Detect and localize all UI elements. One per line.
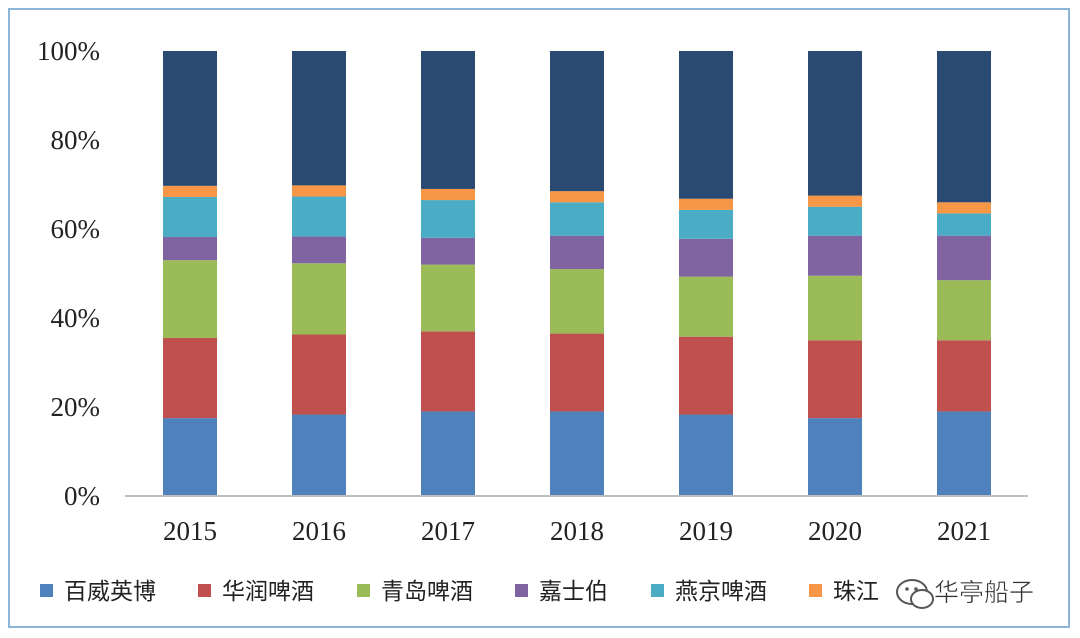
bar-segment-2018-珠江啤酒	[550, 191, 604, 203]
bar-segment-2018-华润啤酒	[550, 333, 604, 412]
bar-segment-2015-珠江啤酒	[163, 185, 217, 197]
y-tick-label: 0%	[64, 481, 100, 511]
bar-segment-2018-嘉士伯	[550, 235, 604, 270]
bar-segment-2018-青岛啤酒	[550, 269, 604, 334]
bar-segment-2020-other-6	[808, 51, 862, 196]
x-tick-label: 2019	[679, 516, 733, 546]
bar-segment-2015-百威英博	[163, 418, 217, 496]
bar-segment-2016-珠江啤酒	[292, 185, 346, 197]
bar-segment-2021-other-6	[937, 51, 991, 203]
watermark-text: 华亭船子	[934, 578, 1034, 607]
legend-swatch	[651, 584, 664, 597]
bar-segment-2020-嘉士伯	[808, 235, 862, 276]
watermark: 华亭船子	[896, 578, 1034, 609]
legend-label: 嘉士伯	[539, 579, 608, 605]
legend-label: 珠江	[833, 579, 879, 605]
bar-segment-2019-嘉士伯	[679, 238, 733, 277]
legend-label: 青岛啤酒	[381, 579, 473, 605]
bar-segment-2016-百威英博	[292, 414, 346, 496]
bar-segment-2019-other-6	[679, 51, 733, 199]
bar-segment-2020-青岛啤酒	[808, 275, 862, 341]
bar-segment-2015-嘉士伯	[163, 237, 217, 261]
bar-segment-2017-华润啤酒	[421, 331, 475, 412]
bar-segment-2018-百威英博	[550, 411, 604, 496]
bar-segment-2019-华润啤酒	[679, 336, 733, 415]
legend-swatch	[515, 584, 528, 597]
bar-segment-2021-青岛啤酒	[937, 280, 991, 341]
x-tick-label: 2018	[550, 516, 604, 546]
legend-swatch	[198, 584, 211, 597]
bars-group	[163, 51, 991, 496]
bar-segment-2016-华润啤酒	[292, 334, 346, 415]
bar-segment-2021-燕京啤酒	[937, 213, 991, 236]
y-tick-label: 80%	[51, 125, 101, 155]
x-tick-labels: 2015 2016 2017 2018 2019 2020 2021	[163, 516, 991, 546]
legend-swatch	[809, 584, 822, 597]
bar-segment-2018-other-6	[550, 51, 604, 192]
bar-segment-2019-百威英博	[679, 414, 733, 496]
y-tick-label: 40%	[51, 303, 101, 333]
bar-segment-2020-百威英博	[808, 418, 862, 496]
legend-label: 百威英博	[64, 579, 156, 605]
wechat-icon	[896, 579, 934, 609]
legend-swatch	[357, 584, 370, 597]
bar-segment-2019-燕京啤酒	[679, 209, 733, 239]
bar-segment-2017-燕京啤酒	[421, 200, 475, 238]
bar-segment-2021-百威英博	[937, 411, 991, 496]
bar-segment-2016-燕京啤酒	[292, 196, 346, 237]
y-tick-label: 20%	[51, 392, 101, 422]
x-tick-label: 2021	[937, 516, 991, 546]
bar-segment-2015-青岛啤酒	[163, 260, 217, 339]
bar-segment-2016-嘉士伯	[292, 236, 346, 264]
x-tick-label: 2015	[163, 516, 217, 546]
x-tick-label: 2020	[808, 516, 862, 546]
bar-segment-2015-other-6	[163, 51, 217, 186]
y-tick-labels: 0% 20% 40% 60% 80% 100%	[37, 36, 100, 511]
bar-segment-2017-青岛啤酒	[421, 264, 475, 332]
legend-swatch	[40, 584, 53, 597]
bar-segment-2021-嘉士伯	[937, 235, 991, 281]
bar-segment-2019-青岛啤酒	[679, 276, 733, 337]
bar-segment-2015-华润啤酒	[163, 338, 217, 419]
legend: 百威英博 华润啤酒 青岛啤酒 嘉士伯 燕京啤酒 珠江	[40, 579, 879, 605]
bar-segment-2020-珠江啤酒	[808, 195, 862, 207]
bar-segment-2017-珠江啤酒	[421, 188, 475, 201]
y-tick-label: 100%	[37, 36, 100, 66]
bar-segment-2017-嘉士伯	[421, 237, 475, 265]
bar-segment-2018-燕京啤酒	[550, 202, 604, 236]
bar-segment-2016-other-6	[292, 51, 346, 186]
bar-segment-2017-百威英博	[421, 411, 475, 496]
bar-segment-2016-青岛啤酒	[292, 263, 346, 335]
bar-segment-2015-燕京啤酒	[163, 196, 217, 238]
bar-segment-2020-燕京啤酒	[808, 206, 862, 236]
bar-segment-2021-华润啤酒	[937, 340, 991, 412]
bar-segment-2021-珠江啤酒	[937, 202, 991, 214]
legend-label: 燕京啤酒	[675, 579, 767, 605]
x-tick-label: 2016	[292, 516, 346, 546]
bar-segment-2017-other-6	[421, 51, 475, 189]
x-tick-label: 2017	[421, 516, 475, 546]
y-tick-label: 60%	[51, 214, 101, 244]
legend-label: 华润啤酒	[222, 579, 314, 605]
bar-segment-2019-珠江啤酒	[679, 198, 733, 210]
bar-segment-2020-华润啤酒	[808, 340, 862, 419]
